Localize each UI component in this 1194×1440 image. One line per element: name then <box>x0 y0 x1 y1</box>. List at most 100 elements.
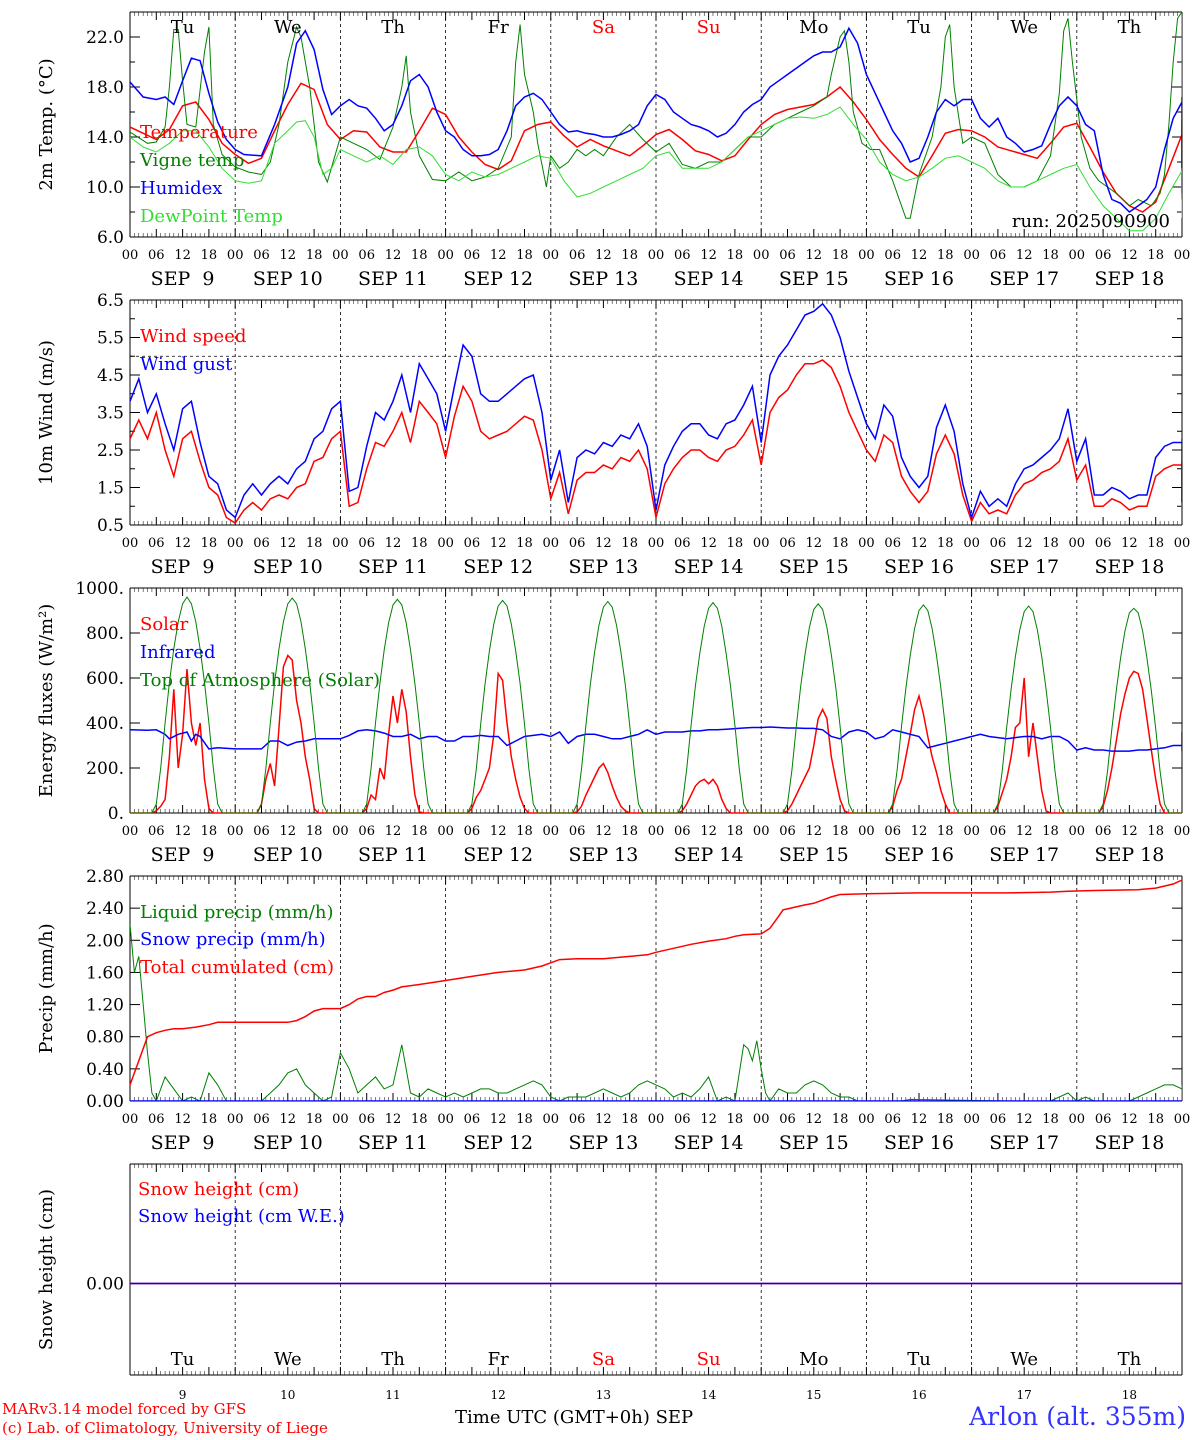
hour-tick-label: 18 <box>832 824 849 839</box>
date-label: SEP 18 <box>1094 268 1164 290</box>
hour-tick-label: 00 <box>753 248 770 263</box>
hour-tick-label: 00 <box>1069 1112 1086 1127</box>
date-label: SEP 9 <box>151 556 215 578</box>
hour-tick-label: 12 <box>385 248 402 263</box>
hour-tick-label: 00 <box>648 536 665 551</box>
hour-tick-label: 06 <box>569 536 586 551</box>
hour-tick-label: 00 <box>543 248 560 263</box>
y-tick-label: 14.0 <box>86 128 124 148</box>
y-tick-label: 1.5 <box>97 479 124 499</box>
y-tick-label: 4.5 <box>97 366 124 386</box>
date-label: SEP 9 <box>151 1132 215 1154</box>
hour-tick-label: 12 <box>174 536 191 551</box>
hour-tick-label: 18 <box>201 1112 218 1127</box>
hour-tick-label: 18 <box>621 248 638 263</box>
hour-tick-label: 06 <box>569 824 586 839</box>
hour-tick-label: 00 <box>963 824 980 839</box>
hour-tick-label: 00 <box>543 536 560 551</box>
hour-tick-label: 00 <box>648 824 665 839</box>
hour-tick-label: 06 <box>358 536 375 551</box>
hour-tick-label: 00 <box>963 248 980 263</box>
legend-entry: Liquid precip (mm/h) <box>140 902 334 923</box>
hour-tick-label: 06 <box>990 824 1007 839</box>
y-tick-label: 400. <box>86 714 124 734</box>
hour-tick-label: 00 <box>227 824 244 839</box>
hour-tick-label: 12 <box>1016 824 1033 839</box>
y-axis-title: 2m Temp. (°C) <box>36 58 57 190</box>
hour-tick-label: 00 <box>1174 248 1191 263</box>
day-number-label: 9 <box>179 1388 187 1402</box>
legend-entry: Total cumulated (cm) <box>140 957 334 978</box>
y-tick-label: 3.5 <box>97 404 124 424</box>
hour-tick-label: 06 <box>990 248 1007 263</box>
hour-tick-label: 00 <box>543 824 560 839</box>
weekday-label: Tu <box>907 1349 931 1370</box>
weekday-label: Th <box>1118 1349 1142 1370</box>
date-label: SEP 13 <box>568 268 638 290</box>
weekday-label: We <box>274 17 302 38</box>
y-axis-title: 10m Wind (m/s) <box>36 340 57 485</box>
hour-tick-label: 12 <box>911 824 928 839</box>
hour-tick-label: 06 <box>674 248 691 263</box>
hour-tick-label: 12 <box>806 824 823 839</box>
hour-tick-label: 06 <box>1095 248 1112 263</box>
hour-tick-label: 06 <box>674 1112 691 1127</box>
date-label: SEP 18 <box>1094 556 1164 578</box>
hour-tick-label: 00 <box>543 1112 560 1127</box>
y-tick-label: 0.40 <box>86 1060 124 1080</box>
hour-tick-label: 00 <box>227 1112 244 1127</box>
hour-tick-label: 00 <box>437 536 454 551</box>
date-label: SEP 15 <box>779 268 849 290</box>
hour-tick-label: 18 <box>1147 536 1164 551</box>
day-number-label: 15 <box>806 1388 821 1402</box>
hour-tick-label: 06 <box>464 824 481 839</box>
lab-credit: (c) Lab. of Climatology, University of L… <box>2 1419 328 1437</box>
hour-tick-label: 18 <box>1042 248 1059 263</box>
hour-tick-label: 00 <box>437 248 454 263</box>
hour-tick-label: 06 <box>884 824 901 839</box>
hour-tick-label: 00 <box>648 1112 665 1127</box>
hour-tick-label: 00 <box>858 1112 875 1127</box>
hour-tick-label: 12 <box>174 1112 191 1127</box>
y-tick-label: 6.5 <box>97 291 124 311</box>
hour-tick-label: 18 <box>832 536 849 551</box>
date-label: SEP 10 <box>253 556 323 578</box>
legend-entry: Temperature <box>140 122 258 143</box>
date-label: SEP 10 <box>253 268 323 290</box>
date-label: SEP 16 <box>884 844 954 866</box>
hour-tick-label: 12 <box>700 536 717 551</box>
y-tick-label: 5.5 <box>97 329 124 349</box>
hour-tick-label: 00 <box>122 248 139 263</box>
legend-entry: Solar <box>140 614 189 635</box>
hour-tick-label: 18 <box>411 248 428 263</box>
hour-tick-label: 12 <box>1016 1112 1033 1127</box>
hour-tick-label: 00 <box>1174 824 1191 839</box>
weekday-label: Mo <box>799 17 828 38</box>
hour-tick-label: 18 <box>937 248 954 263</box>
y-tick-label: 2.40 <box>86 899 124 919</box>
y-tick-label: 6.0 <box>97 228 124 248</box>
day-number-label: 10 <box>280 1388 295 1402</box>
date-label: SEP 9 <box>151 268 215 290</box>
hour-tick-label: 06 <box>674 536 691 551</box>
hour-tick-label: 12 <box>490 248 507 263</box>
hour-tick-label: 12 <box>385 1112 402 1127</box>
hour-tick-label: 12 <box>911 1112 928 1127</box>
hour-tick-label: 06 <box>990 1112 1007 1127</box>
hour-tick-label: 06 <box>779 248 796 263</box>
series-line-wind-speed <box>130 359 1182 525</box>
series-line-temperature <box>130 82 1182 213</box>
hour-tick-label: 12 <box>700 1112 717 1127</box>
hour-tick-label: 06 <box>884 248 901 263</box>
hour-tick-label: 06 <box>358 824 375 839</box>
hour-tick-label: 12 <box>490 1112 507 1127</box>
hour-tick-label: 18 <box>516 248 533 263</box>
hour-tick-label: 18 <box>1042 1112 1059 1127</box>
hour-tick-label: 06 <box>253 824 270 839</box>
hour-tick-label: 12 <box>490 536 507 551</box>
weekday-label: Fr <box>488 17 509 38</box>
hour-tick-label: 00 <box>332 248 349 263</box>
y-tick-label: 0.00 <box>86 1275 124 1295</box>
day-number-label: 13 <box>596 1388 611 1402</box>
hour-tick-label: 06 <box>1095 1112 1112 1127</box>
